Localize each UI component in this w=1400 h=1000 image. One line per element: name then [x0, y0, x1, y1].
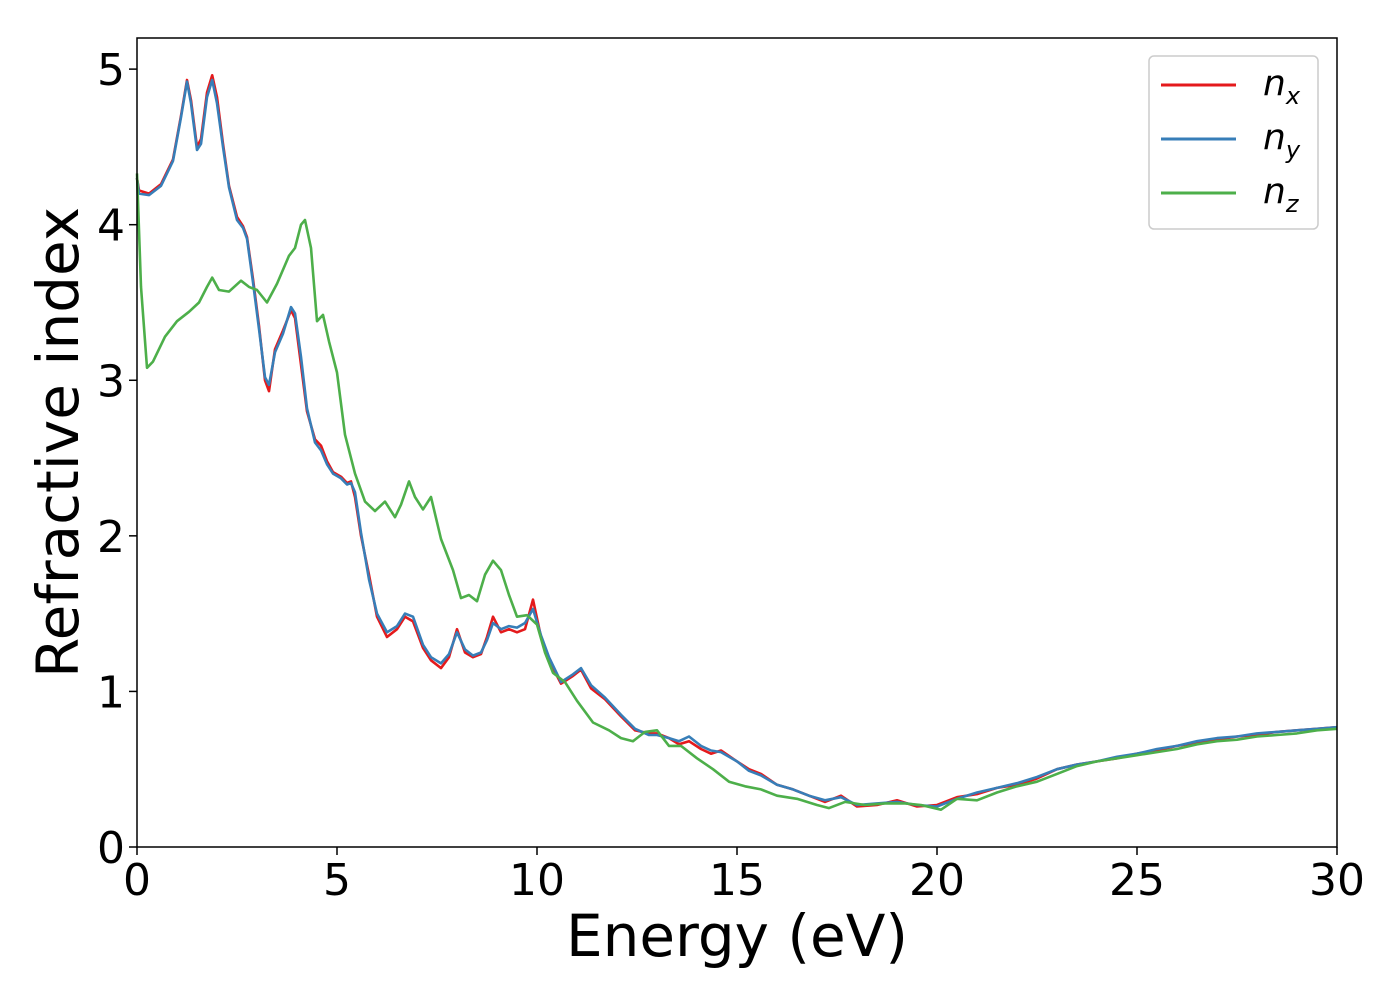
x-tick-label: 10	[509, 855, 565, 906]
y-tick-label: 5	[97, 45, 125, 96]
legend-box	[1148, 55, 1319, 230]
series-layer	[135, 74, 1338, 811]
x-tick-label: 30	[1309, 855, 1365, 906]
y-tick-label: 0	[97, 823, 125, 874]
legend-label-n-y: ny	[1263, 117, 1301, 164]
series-line-n-z	[135, 173, 1338, 811]
y-tick-label: 1	[97, 667, 125, 718]
legend-label-n-z: nz	[1263, 171, 1300, 218]
x-tick-label: 25	[1109, 855, 1165, 906]
x-tick-label: 5	[323, 855, 351, 906]
ticks-layer: 0 5 10 15 20 25 30 0 1 2 3 4 5	[97, 45, 1365, 906]
y-axis-label: Refractive index	[24, 207, 92, 678]
y-tick-label: 4	[97, 201, 125, 252]
x-tick-label: 0	[123, 855, 151, 906]
legend-label-n-x: nx	[1263, 63, 1301, 110]
x-tick-label: 15	[709, 855, 765, 906]
legend: nx ny nz	[1148, 55, 1319, 230]
y-tick-label: 3	[97, 356, 125, 407]
x-tick-label: 20	[909, 855, 965, 906]
series-line-n-y	[135, 78, 1338, 808]
x-axis-label: Energy (eV)	[566, 902, 908, 970]
y-tick-label: 2	[97, 512, 125, 563]
